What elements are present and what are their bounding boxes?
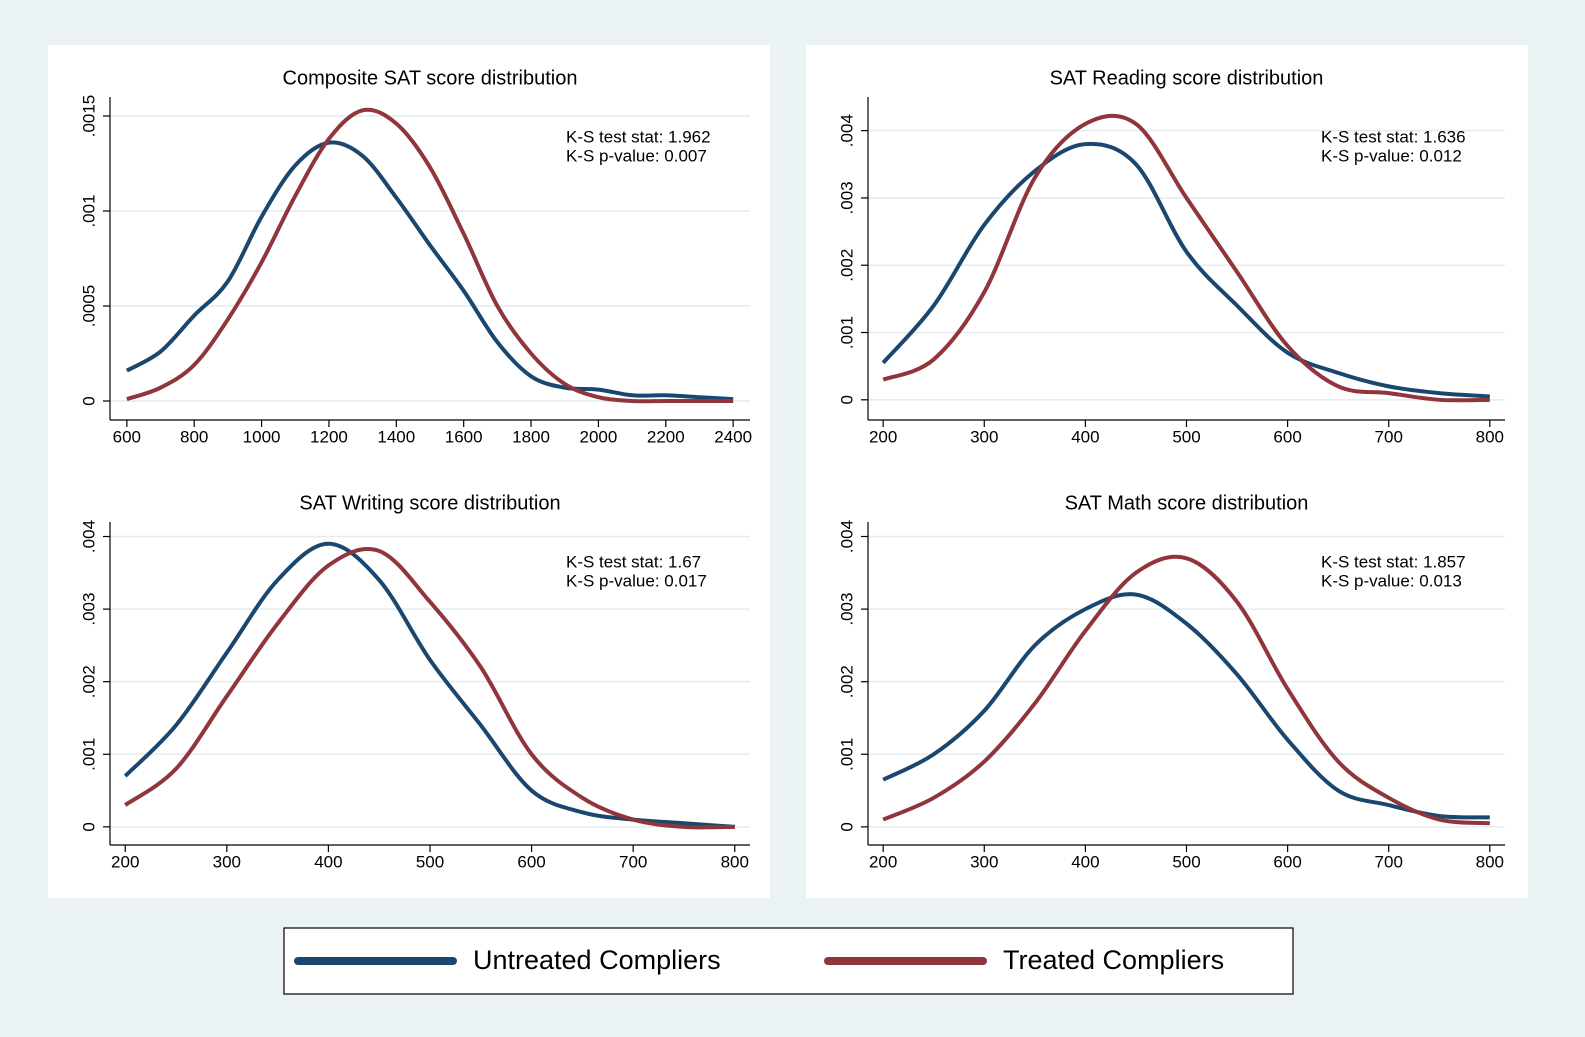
y-tick-label: .0005 [79,285,98,328]
x-tick-label: 1800 [512,427,550,446]
annotation: K-S p-value: 0.007 [566,146,707,165]
y-tick-label: .003 [79,593,98,626]
annotation: K-S p-value: 0.017 [566,571,707,590]
x-tick-label: 800 [721,852,749,871]
x-tick-label: 600 [1273,852,1301,871]
x-tick-label: 700 [1375,852,1403,871]
x-tick-label: 800 [1476,427,1504,446]
y-tick-label: .003 [837,181,856,214]
x-tick-label: 1400 [377,427,415,446]
legend-label: Untreated Compliers [473,945,721,975]
x-tick-label: 400 [1071,427,1099,446]
x-tick-label: 1200 [310,427,348,446]
x-tick-label: 2200 [647,427,685,446]
y-tick-label: .004 [837,520,856,553]
x-tick-label: 600 [113,427,141,446]
annotation: K-S p-value: 0.013 [1321,571,1462,590]
chart-title: SAT Writing score distribution [299,492,560,514]
line [882,554,1490,826]
x-tick-label: 200 [869,852,897,871]
x-tick-label: 200 [111,852,139,871]
line [881,141,1490,399]
panel [48,45,770,898]
y-tick-label: .001 [837,316,856,349]
y-tick-label: 0 [837,822,856,831]
x-tick-label: 600 [1273,427,1301,446]
y-tick-label: .002 [837,249,856,282]
y-tick-label: .002 [837,665,856,698]
annotation: K-S test stat: 1.67 [566,552,701,571]
panel [806,45,1528,898]
annotation: K-S test stat: 1.857 [1321,552,1466,571]
x-tick-label: 400 [314,852,342,871]
chart-title: SAT Math score distribution [1065,492,1309,514]
y-tick-label: .001 [79,194,98,227]
line [126,107,734,404]
x-tick-label: 800 [180,427,208,446]
x-tick-label: 200 [869,427,897,446]
line [882,592,1490,820]
x-tick-label: 800 [1476,852,1504,871]
y-tick-label: .002 [79,665,98,698]
y-tick-label: .0015 [79,95,98,138]
chart-title: Composite SAT score distribution [283,67,578,89]
x-tick-label: 400 [1071,852,1099,871]
y-tick-label: .001 [837,738,856,771]
annotation: K-S p-value: 0.012 [1321,146,1462,165]
y-tick-label: 0 [79,396,98,405]
x-tick-label: 1000 [243,427,281,446]
x-tick-label: 700 [1375,427,1403,446]
line [125,140,734,402]
y-tick-label: .004 [79,520,98,553]
line [882,113,1490,403]
x-tick-label: 500 [416,852,444,871]
x-tick-label: 2400 [714,427,752,446]
x-tick-label: 300 [213,852,241,871]
annotation: K-S test stat: 1.962 [566,127,711,146]
x-tick-label: 300 [970,852,998,871]
y-tick-label: 0 [79,822,98,831]
chart-title: SAT Reading score distribution [1050,67,1324,89]
y-tick-label: .001 [79,738,98,771]
x-tick-label: 2000 [580,427,618,446]
x-tick-label: 500 [1172,852,1200,871]
x-tick-label: 300 [970,427,998,446]
x-tick-label: 700 [619,852,647,871]
y-tick-label: .003 [837,593,856,626]
y-tick-label: 0 [837,395,856,404]
x-tick-label: 500 [1172,427,1200,446]
legend-label: Treated Compliers [1003,945,1224,975]
x-tick-label: 600 [517,852,545,871]
line [124,547,735,830]
x-tick-label: 1600 [445,427,483,446]
y-tick-label: .004 [837,114,856,147]
annotation: K-S test stat: 1.636 [1321,127,1466,146]
